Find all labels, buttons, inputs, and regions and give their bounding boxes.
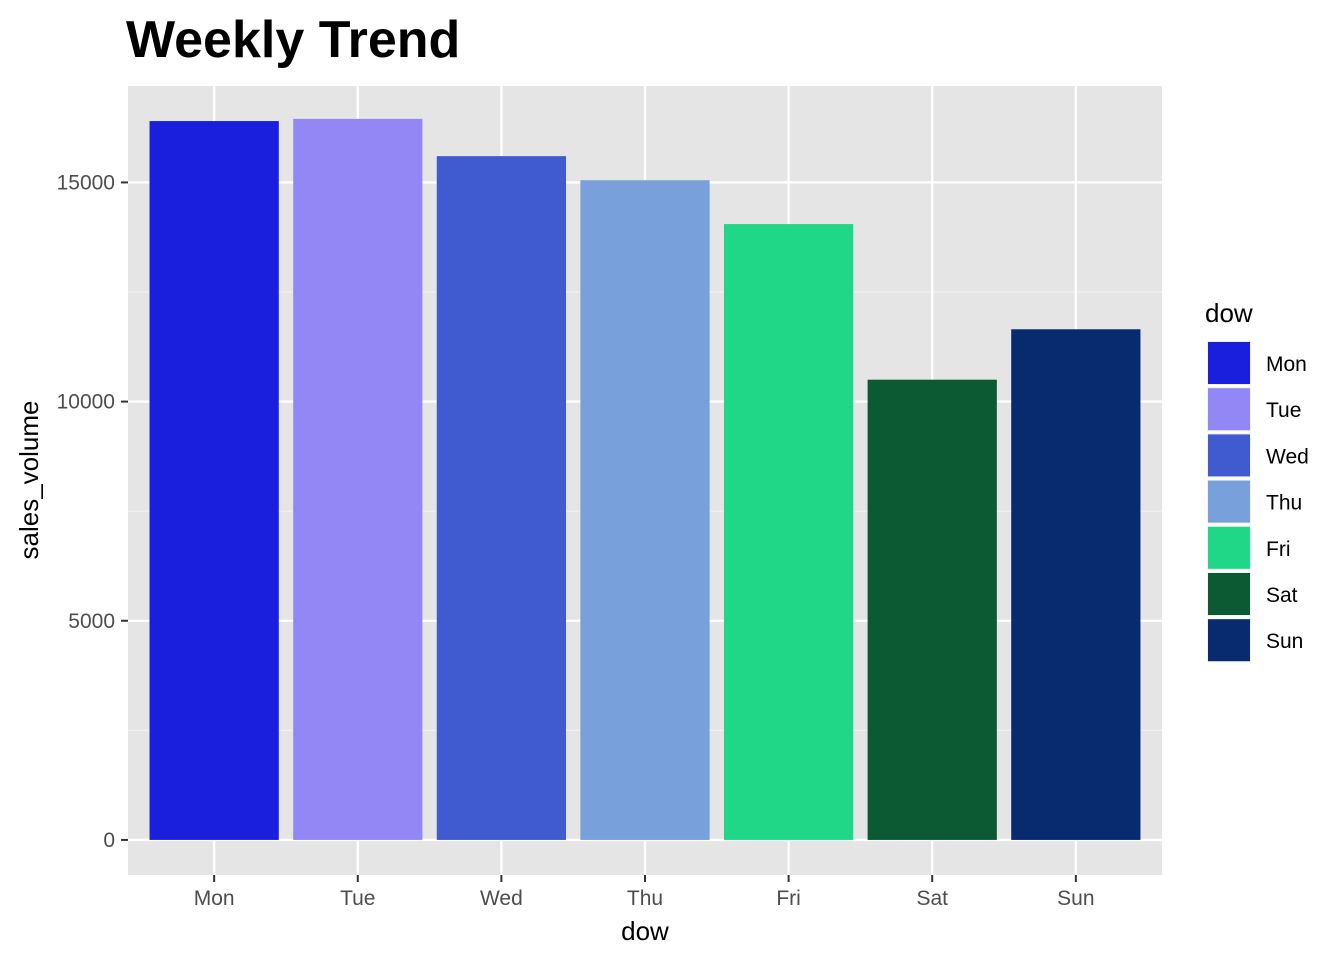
x-axis: Mon Tue Wed Thu Fri Sat Sun <box>194 875 1095 910</box>
legend-label-mon: Mon <box>1266 353 1307 376</box>
bar-sun <box>1011 329 1141 840</box>
y-tick-label: 5000 <box>68 610 115 633</box>
legend-swatch-wed <box>1208 434 1250 477</box>
legend-label-tue: Tue <box>1266 399 1301 422</box>
legend-label-thu: Thu <box>1266 492 1302 515</box>
chart-title: Weekly Trend <box>126 11 460 69</box>
legend-swatch-mon <box>1208 342 1250 384</box>
x-axis-title: dow <box>621 916 669 946</box>
y-tick-label: 0 <box>103 829 115 852</box>
legend-swatch-sun <box>1208 619 1250 662</box>
bar-tue <box>293 118 423 840</box>
x-tick-label: Sat <box>916 887 948 910</box>
legend-label-sat: Sat <box>1266 584 1298 607</box>
bar-sat <box>867 379 997 840</box>
legend: dow Mon Tue Wed Thu Fri Sat Sun <box>1205 298 1309 663</box>
y-axis-title: sales_volume <box>14 401 44 560</box>
legend-swatch-tue <box>1208 388 1250 431</box>
bar-wed <box>436 156 567 840</box>
x-tick-label: Sun <box>1057 887 1094 910</box>
x-tick-label: Wed <box>480 887 523 910</box>
legend-swatch-sat <box>1208 573 1250 615</box>
legend-swatch-fri <box>1208 526 1250 569</box>
bar-fri <box>723 224 854 840</box>
y-axis: 0 5000 10000 15000 <box>57 171 128 852</box>
legend-items: Mon Tue Wed Thu Fri Sat Sun <box>1207 341 1309 663</box>
y-tick-label: 10000 <box>57 391 115 414</box>
x-tick-label: Fri <box>776 887 801 910</box>
bar-thu <box>580 180 710 840</box>
legend-label-wed: Wed <box>1266 445 1309 468</box>
bars-group <box>149 118 1141 840</box>
y-tick-label: 15000 <box>57 171 115 194</box>
legend-swatch-thu <box>1208 480 1250 523</box>
x-tick-label: Mon <box>194 887 235 910</box>
legend-label-sun: Sun <box>1266 630 1303 653</box>
legend-title: dow <box>1205 298 1253 328</box>
x-tick-label: Thu <box>627 887 663 910</box>
x-tick-label: Tue <box>340 887 375 910</box>
legend-label-fri: Fri <box>1266 538 1291 561</box>
bar-mon <box>149 121 279 840</box>
